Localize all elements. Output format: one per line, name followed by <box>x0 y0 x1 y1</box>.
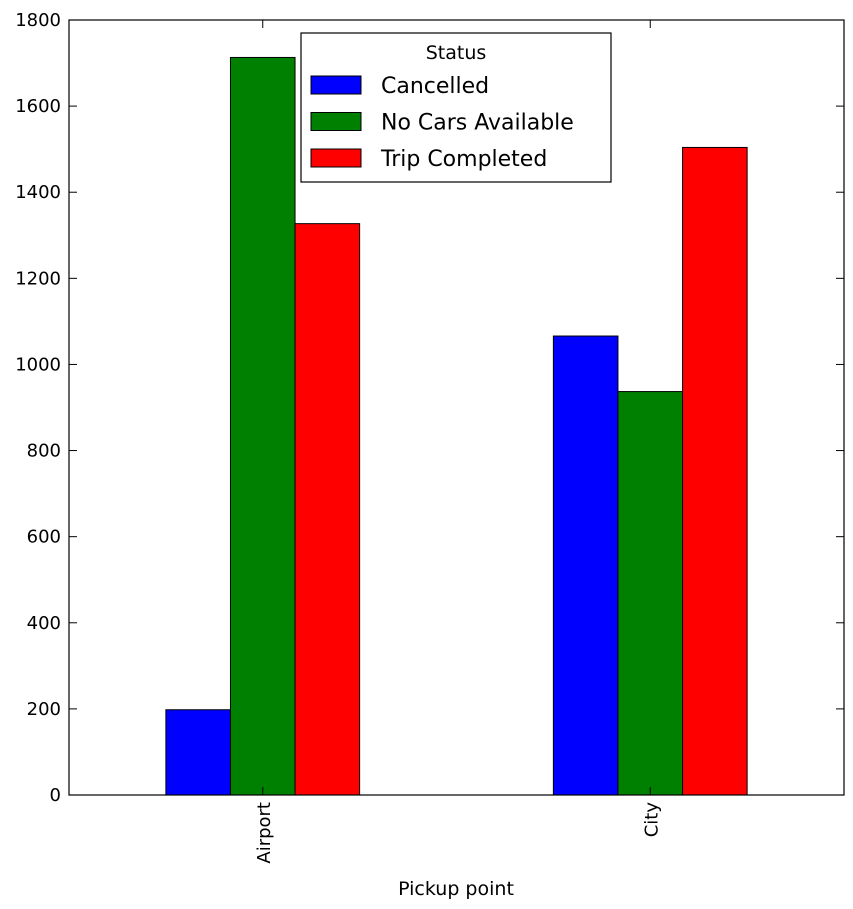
y-tick-label: 400 <box>27 613 61 634</box>
bar-airport-no-cars-available <box>229 56 296 796</box>
y-tick-label: 0 <box>50 785 61 806</box>
legend-swatch <box>310 112 362 131</box>
y-tick-label: 1000 <box>15 354 61 375</box>
legend-label: No Cars Available <box>381 111 574 136</box>
bar-airport-cancelled <box>165 709 231 796</box>
y-tick-label: 600 <box>27 527 61 548</box>
x-tick-label: City <box>641 802 662 838</box>
bar-city-no-cars-available <box>617 391 684 796</box>
legend: Status Cancelled No Cars Available Trip Co… <box>300 32 612 183</box>
x-tick-label: Airport <box>254 802 275 864</box>
bars <box>165 56 748 796</box>
legend-label: Trip Completed <box>380 147 547 172</box>
y-tick-label: 1800 <box>15 10 61 31</box>
bar-city-cancelled <box>552 335 619 796</box>
legend-title: Status <box>426 42 487 64</box>
axis-ticks: Airport City 0 200 400 600 800 1000 1200 1400 1600… <box>15 10 844 864</box>
y-tick-label: 1200 <box>15 268 61 289</box>
legend-swatch <box>310 148 362 168</box>
bar-city-trip-completed <box>682 146 748 796</box>
y-tick-label: 800 <box>27 441 61 462</box>
legend-label: Cancelled <box>381 74 489 99</box>
plot-frame <box>68 19 845 796</box>
bar-airport-trip-completed <box>294 223 361 796</box>
x-axis-label: Pickup point <box>398 878 514 900</box>
legend-swatch <box>310 75 362 95</box>
y-tick-label: 200 <box>27 699 61 720</box>
y-tick-label: 1400 <box>15 182 61 203</box>
y-tick-label: 1600 <box>15 96 61 117</box>
